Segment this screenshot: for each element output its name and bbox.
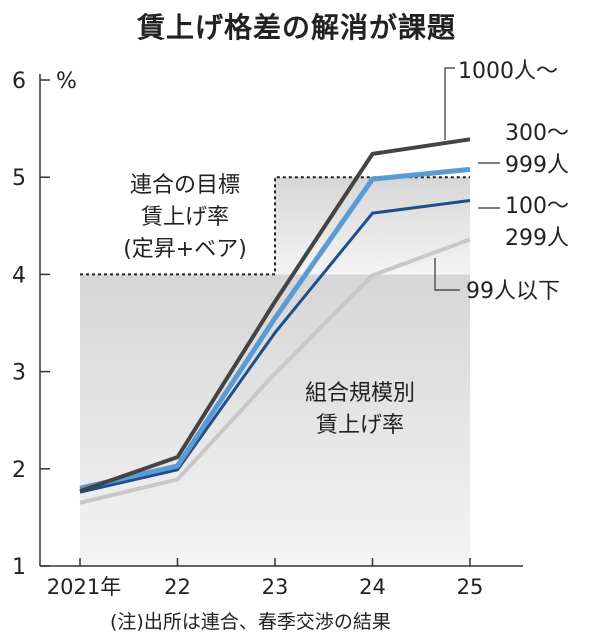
series-layer: [79, 137, 471, 505]
series-label: 99人以下: [466, 279, 560, 304]
series-label: 100〜: [505, 194, 569, 219]
series-line: [79, 137, 471, 494]
background-region: [80, 274, 470, 566]
series-leader-line: [444, 67, 455, 140]
series-label: 300〜: [505, 121, 569, 146]
y-tick-label: 2: [12, 458, 26, 483]
series-label: 999人: [505, 153, 569, 178]
y-tick-label: 6: [12, 69, 26, 94]
source-note: (注)出所は連合、春季交渉の結果: [110, 611, 391, 633]
x-tick-label: 22: [164, 575, 191, 599]
series-label: 1000人〜: [458, 59, 558, 84]
series-line: [79, 237, 471, 505]
target-label: (定昇+ベア): [123, 237, 247, 262]
series-line: [79, 199, 471, 494]
x-tick-label: 2021年: [47, 575, 121, 599]
target-area-layer: [80, 176, 470, 566]
y-tick-label: 4: [12, 263, 26, 288]
series-leader-line: [434, 258, 460, 291]
size-annotation: 賃上げ率: [316, 413, 404, 438]
x-tick-label: 24: [359, 575, 386, 599]
y-axis-unit-label: %: [56, 69, 77, 94]
series-label-layer: 1000人〜 300〜 999人 100〜 299人 99人以下: [434, 59, 569, 304]
series-line: [79, 166, 471, 491]
chart-title: 賃上げ格差の解消が課題: [136, 11, 456, 44]
target-step-line: [80, 176, 470, 276]
size-annotation: 組合規模別: [305, 381, 415, 406]
background-region-upper: [275, 177, 470, 275]
x-tick-label: 25: [457, 575, 484, 599]
target-label: 賃上げ率: [141, 205, 229, 230]
series-label: 299人: [505, 226, 569, 251]
x-tick-label: 23: [262, 575, 289, 599]
y-tick-label: 1: [12, 555, 26, 580]
target-label: 連合の目標: [130, 173, 240, 198]
y-tick-label: 5: [12, 166, 26, 191]
y-tick-label: 3: [12, 361, 26, 386]
